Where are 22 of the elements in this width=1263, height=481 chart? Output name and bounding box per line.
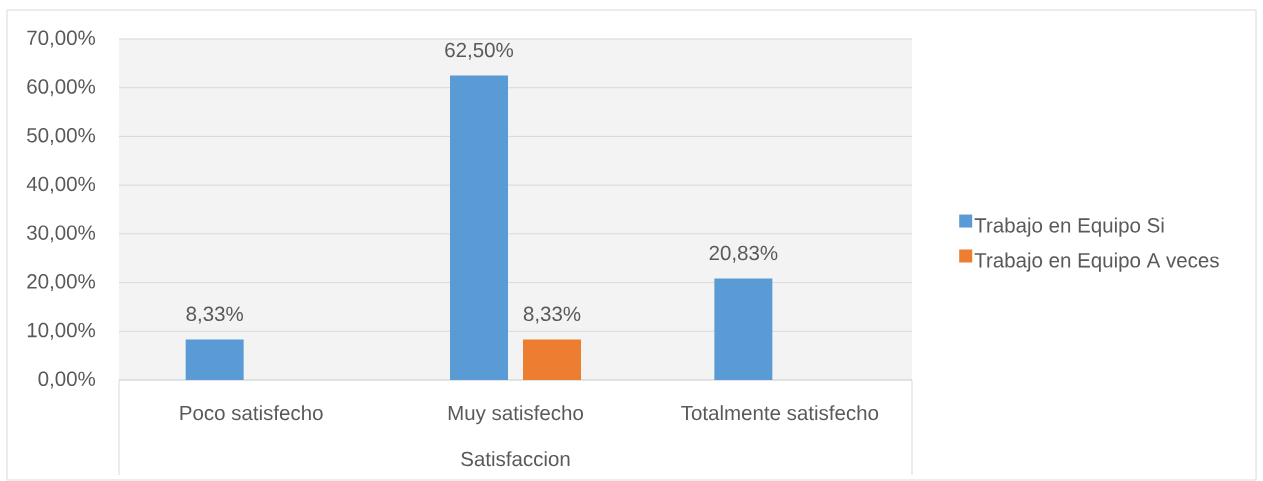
x-tick-label: Totalmente satisfecho — [681, 405, 879, 421]
x-tick-label: Poco satisfecho — [180, 405, 323, 421]
x-tick-label: Muy satisfecho — [448, 405, 583, 425]
data-label: 8,33% — [523, 306, 581, 324]
legend-label: Trabajo en Equipo Si — [974, 217, 1164, 237]
y-tick-label: 60,00% — [27, 79, 96, 97]
y-tick-label: 30,00% — [27, 225, 96, 243]
y-tick-label: 0,00% — [38, 371, 96, 389]
data-label: 8,33% — [186, 306, 243, 324]
bar — [523, 339, 581, 380]
legend-label: Trabajo en Equipo A veces — [974, 252, 1219, 272]
x-axis-title: Satisfaccion — [461, 451, 570, 467]
bar — [185, 339, 244, 380]
bar — [714, 278, 773, 380]
y-tick-label: 20,00% — [27, 274, 96, 292]
y-tick-label: 50,00% — [27, 127, 96, 145]
bar — [450, 75, 508, 380]
y-tick-label: 40,00% — [26, 176, 96, 194]
y-tick-label: 10,00% — [27, 322, 96, 340]
y-tick-label: 70,00% — [27, 30, 96, 48]
data-label: 20,83% — [709, 245, 778, 263]
data-label: 62,50% — [445, 42, 514, 60]
